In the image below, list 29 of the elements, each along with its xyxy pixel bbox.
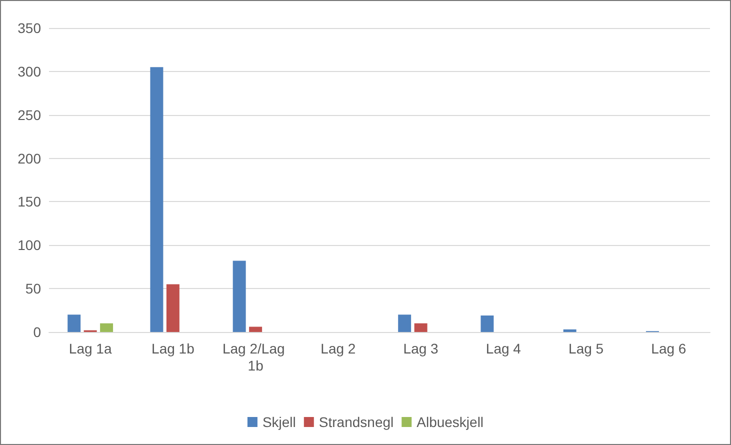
x-tick-label: Lag 5: [568, 340, 604, 356]
bar: [480, 315, 494, 332]
y-tick-label: 250: [18, 106, 42, 123]
x-tick-label: Lag 2: [320, 340, 356, 356]
x-tick-label: Lag 2/Lag 1b: [222, 340, 289, 374]
y-tick-label: 350: [18, 20, 42, 36]
y-tick-label: 100: [18, 237, 42, 254]
legend-label: Skjell: [262, 414, 296, 430]
bar: [414, 323, 428, 332]
bar: [68, 314, 81, 332]
x-tick-label: Lag 6: [651, 340, 686, 356]
y-tick-label: 150: [18, 194, 42, 210]
legend-label: Albueskjell: [416, 414, 484, 430]
bar: [249, 326, 262, 332]
y-tick-label: 200: [18, 150, 42, 166]
bar: [232, 260, 246, 332]
y-tick-label: 0: [33, 324, 42, 340]
x-tick-label: Lag 3: [403, 340, 439, 356]
x-tick-label: Lag 1a: [68, 340, 112, 356]
legend-label: Strandsnegl: [318, 414, 394, 430]
bar: [398, 314, 412, 332]
bar: [563, 329, 576, 332]
y-tick-label: 50: [25, 280, 42, 297]
bar: [100, 323, 114, 332]
bar: [166, 284, 180, 332]
bar: [150, 67, 164, 332]
y-tick-label: 300: [18, 63, 42, 80]
x-tick-label: Lag 4: [486, 340, 522, 356]
x-tick-label: Lag 1b: [152, 340, 195, 356]
